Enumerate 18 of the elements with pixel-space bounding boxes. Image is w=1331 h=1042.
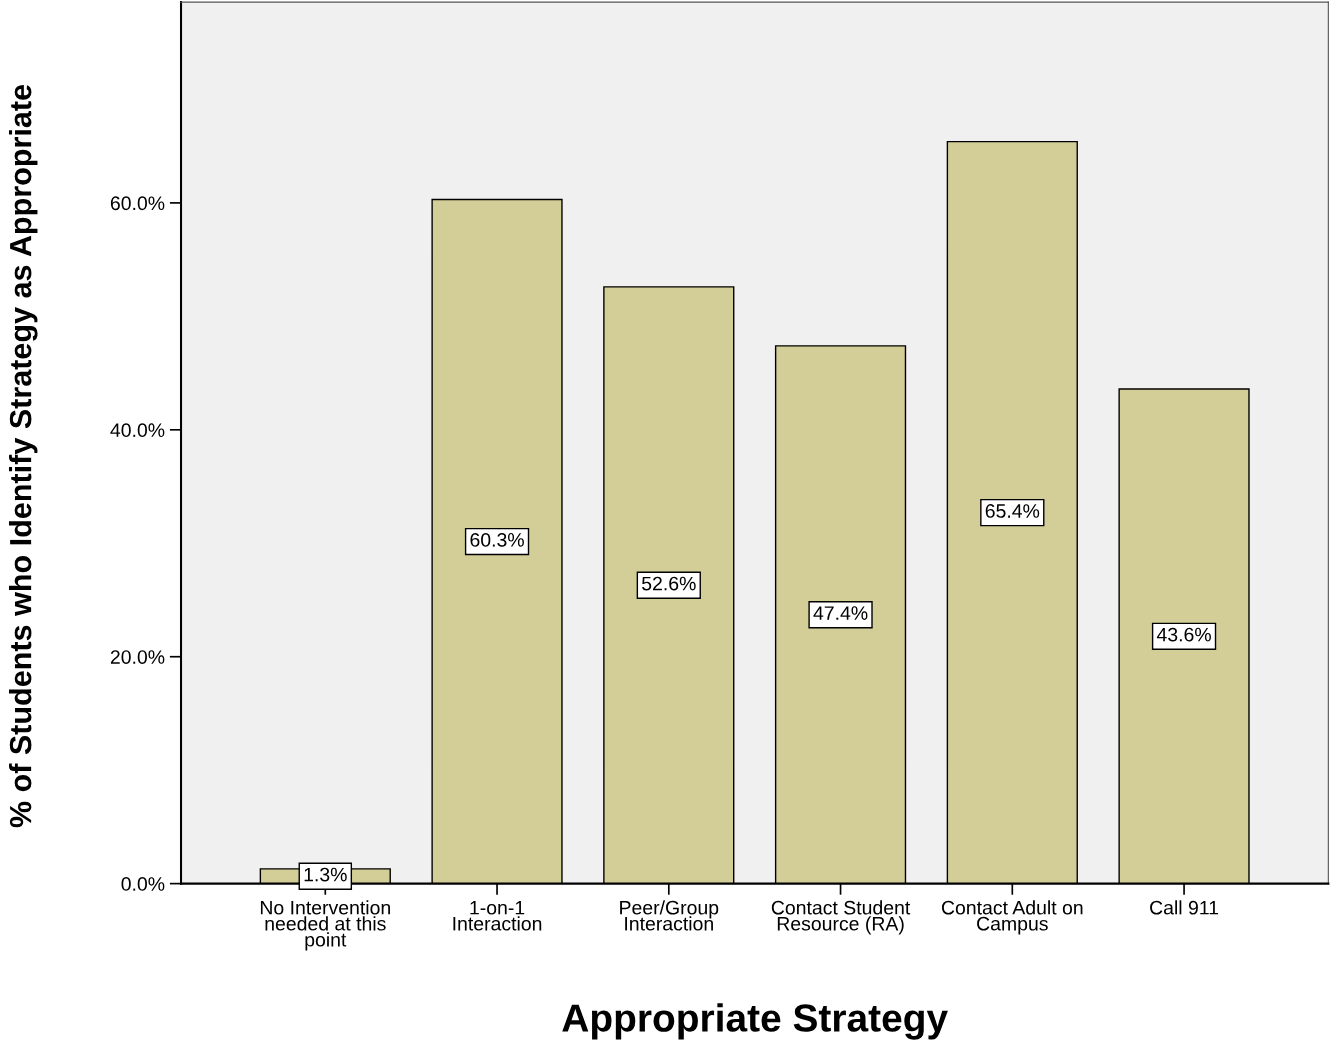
x-tick-label: No Intervention needed at this point — [260, 900, 390, 951]
data-label: 60.3% — [470, 533, 524, 547]
data-label: 47.4% — [813, 606, 868, 620]
x-tick-label: Call 911 — [1150, 900, 1219, 915]
y-tick-label: 0.0% — [121, 877, 165, 891]
data-label: 1.3% — [304, 867, 347, 882]
y-tick-label: 40.0% — [110, 423, 165, 438]
x-tick-label: 1-on-1 Interaction — [453, 901, 542, 931]
y-tick-label: 20.0% — [110, 650, 165, 664]
x-tick-label: Contact Adult on Campus — [941, 900, 1083, 935]
y-tick-label: 60.0% — [110, 196, 165, 211]
data-label: 52.6% — [642, 576, 696, 591]
data-label: 43.6% — [1156, 627, 1211, 642]
y-axis-title: % of Students who Identify Strategy as Appropriate — [8, 85, 38, 828]
data-label: 65.4% — [985, 504, 1040, 518]
x-tick-label: Contact Student Resource (RA) — [771, 900, 911, 935]
x-axis-title: Appropriate Strategy — [562, 1003, 948, 1040]
x-tick-label: Peer/Group Interaction — [620, 900, 719, 931]
